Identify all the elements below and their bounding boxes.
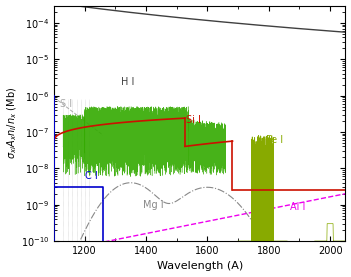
Text: Si I: Si I	[186, 115, 201, 125]
Text: H I: H I	[121, 77, 135, 87]
Text: Al I: Al I	[290, 202, 306, 212]
Text: Fe I: Fe I	[266, 135, 283, 145]
X-axis label: Wavelength (A): Wavelength (A)	[157, 261, 243, 271]
Text: Mg I: Mg I	[143, 200, 164, 210]
Text: C I: C I	[85, 171, 97, 181]
Text: S I: S I	[60, 99, 72, 109]
Y-axis label: $\sigma_{xi} A_x n_I/n_x$ (Mb): $\sigma_{xi} A_x n_I/n_x$ (Mb)	[6, 87, 19, 159]
